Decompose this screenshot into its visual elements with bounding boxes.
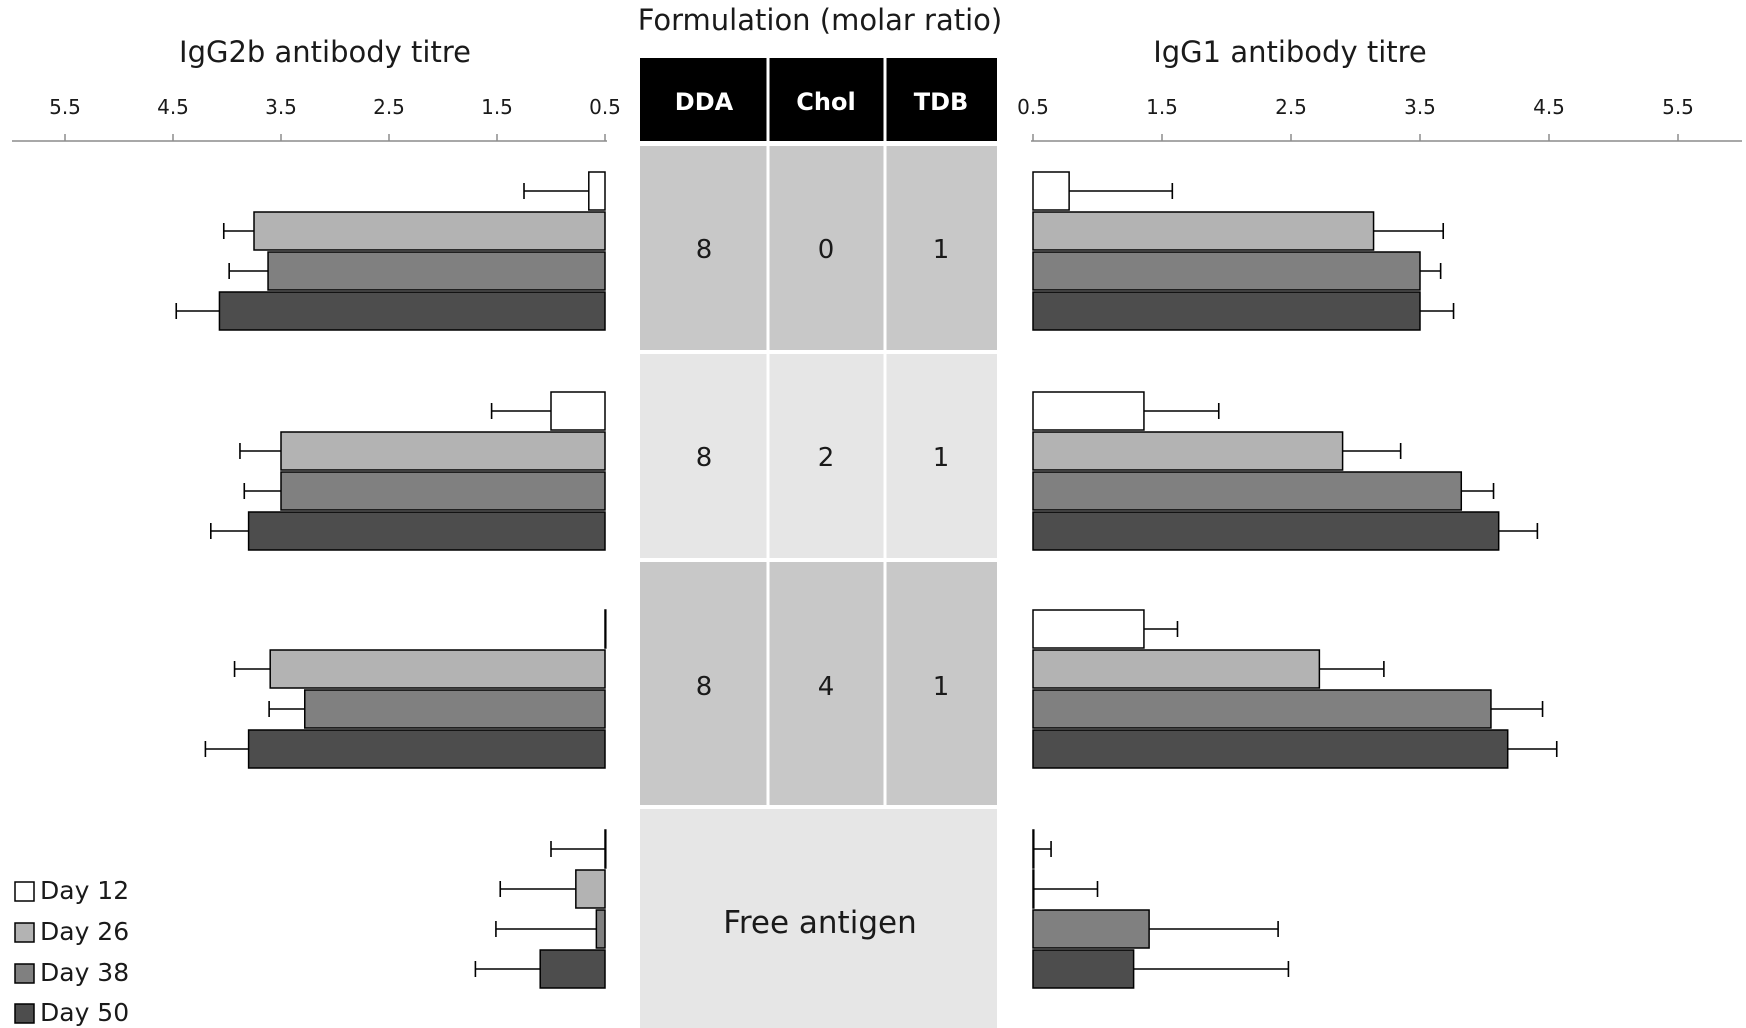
bar-day50 — [247, 511, 606, 551]
bar-day50 — [1032, 949, 1135, 989]
table-header-tdb: TDB — [914, 88, 969, 116]
bar-day12 — [604, 829, 607, 869]
bar-day38 — [595, 909, 606, 949]
table-free-antigen: Free antigen — [723, 905, 916, 941]
x-tick-label: 2.5 — [373, 95, 405, 119]
table-header-dda: DDA — [675, 88, 734, 116]
bar-day38 — [304, 689, 606, 729]
igg1-chart: 0.5 1.5 2.5 3.5 4.5 5.5 — [1017, 95, 1742, 989]
bar-day26 — [1032, 431, 1344, 471]
x-tick-label: 2.5 — [1275, 95, 1307, 119]
x-tick-label: 0.5 — [589, 95, 621, 119]
x-tick-label: 4.5 — [1533, 95, 1565, 119]
table-cell: 1 — [933, 443, 950, 473]
bar-day50 — [247, 729, 606, 769]
x-tick-label: 3.5 — [1404, 95, 1436, 119]
table-header-bg — [640, 58, 997, 141]
bar-day26 — [253, 211, 606, 251]
table-cell: 4 — [818, 672, 835, 702]
x-tick-label: 0.5 — [1017, 95, 1049, 119]
legend-swatch-day26 — [14, 922, 35, 943]
bar-day12 — [1032, 391, 1145, 431]
table-header-chol: Chol — [796, 88, 855, 116]
x-tick-label: 1.5 — [481, 95, 513, 119]
bar-day50 — [218, 291, 606, 331]
bar-day12 — [1032, 171, 1070, 211]
table-cell: 0 — [818, 235, 835, 265]
legend: Day 12 Day 26 Day 38 Day 50 — [14, 876, 129, 1027]
bar-day26 — [269, 649, 606, 689]
x-tick-label: 3.5 — [265, 95, 297, 119]
table-cell: 1 — [933, 235, 950, 265]
bar-day26 — [1032, 211, 1375, 251]
table-cell: 8 — [696, 672, 713, 702]
table-cell: 8 — [696, 235, 713, 265]
bar-day12 — [588, 171, 606, 211]
bar-day38 — [267, 251, 606, 291]
bar-day26 — [1032, 649, 1321, 689]
legend-swatch-day12 — [14, 881, 35, 902]
bar-day12 — [1032, 609, 1145, 649]
legend-label-day12: Day 12 — [40, 876, 129, 905]
bar-day50 — [539, 949, 606, 989]
bar-day38 — [1032, 909, 1150, 949]
left-chart-title: IgG2b antibody titre — [179, 35, 471, 69]
bar-day38 — [1032, 689, 1492, 729]
legend-label-day26: Day 26 — [40, 917, 129, 946]
bar-day12 — [604, 609, 607, 649]
legend-swatch-day50 — [14, 1003, 35, 1024]
igg2b-chart: 5.5 4.5 3.5 2.5 1.5 0.5 — [12, 95, 621, 989]
table-cell: 1 — [933, 672, 950, 702]
bar-day50 — [1032, 729, 1509, 769]
bar-day38 — [280, 471, 606, 511]
table-cell: 8 — [696, 443, 713, 473]
table-free-row-bg — [640, 809, 997, 1028]
bar-day26 — [280, 431, 606, 471]
right-chart-title: IgG1 antibody titre — [1153, 35, 1427, 69]
table-cell: 2 — [818, 443, 835, 473]
formulation-table: DDA Chol TDB 8 0 1 8 2 1 8 4 1 Free anti… — [640, 58, 997, 1028]
bar-day26 — [575, 869, 606, 909]
x-tick-label: 5.5 — [49, 95, 81, 119]
legend-label-day50: Day 50 — [40, 998, 129, 1027]
table-row-3-bg — [640, 562, 997, 805]
legend-label-day38: Day 38 — [40, 958, 129, 987]
bar-day38 — [1032, 471, 1463, 511]
center-title: Formulation (molar ratio) — [638, 3, 1002, 37]
legend-swatch-day38 — [14, 963, 35, 984]
table-row-2-bg — [640, 354, 997, 558]
bar-day38 — [1032, 251, 1421, 291]
x-tick-label: 5.5 — [1662, 95, 1694, 119]
bar-day50 — [1032, 511, 1500, 551]
x-tick-label: 4.5 — [157, 95, 189, 119]
bar-day50 — [1032, 291, 1421, 331]
x-tick-label: 1.5 — [1146, 95, 1178, 119]
table-row-1-bg — [640, 146, 997, 350]
bar-day12 — [550, 391, 606, 431]
